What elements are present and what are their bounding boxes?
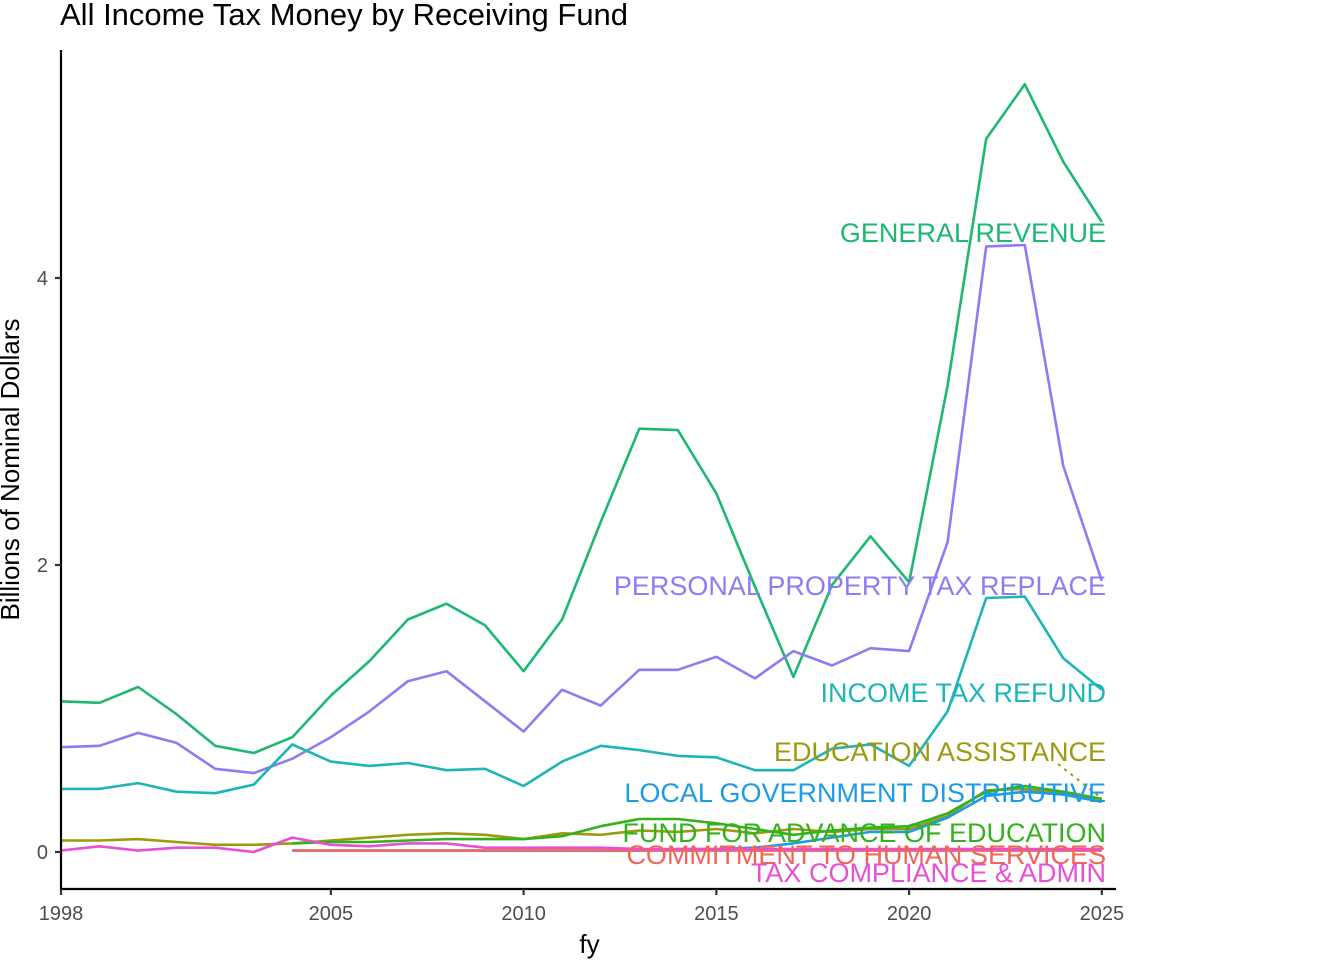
series-label-personal-property-tax-replace: PERSONAL PROPERTY TAX REPLACE <box>614 571 1106 601</box>
x-tick-label: 2015 <box>694 903 739 925</box>
series-labels-group: GENERAL REVENUE PERSONAL PROPERTY TAX REP… <box>614 218 1106 888</box>
series-label-commitment-to-human-services: COMMITMENT TO HUMAN SERVICES <box>626 840 1106 870</box>
series-line-income-tax-refund <box>61 595 1103 795</box>
x-tick-label: 2020 <box>887 903 932 925</box>
series-lines-group <box>60 83 1104 854</box>
series-label-income-tax-refund: INCOME TAX REFUND <box>820 678 1106 708</box>
y-tick-label: 0 <box>37 842 48 864</box>
y-axis-ticks: 0 2 4 <box>37 268 61 864</box>
series-label-general-revenue: GENERAL REVENUE <box>840 218 1106 248</box>
chart-title: All Income Tax Money by Receiving Fund <box>60 0 628 32</box>
series-line-personal-property-tax-replace <box>60 243 1104 775</box>
x-axis-title: fy <box>579 929 599 959</box>
x-tick-label: 2025 <box>1080 903 1125 925</box>
y-tick-label: 4 <box>37 268 48 290</box>
series-label-education-assistance: EDUCATION ASSISTANCE <box>774 737 1106 767</box>
series-line-general-revenue <box>60 83 1103 755</box>
label-leaders-group <box>1057 763 1101 798</box>
series-label-local-government-distributive: LOCAL GOVERNMENT DISTRIBUTIVE <box>624 778 1106 808</box>
y-axis-title: Billions of Nominal Dollars <box>0 319 25 621</box>
series-label-fund-for-advance-of-education: FUND FOR ADVANCE OF EDUCATION <box>622 818 1106 848</box>
series-line-fund-for-advance-of-education <box>292 784 1103 845</box>
series-line-tax-compliance-admin <box>60 836 1102 854</box>
x-tick-label: 2005 <box>309 903 354 925</box>
y-tick-label: 2 <box>37 555 48 577</box>
x-tick-label: 2010 <box>501 903 546 925</box>
series-line-education-assistance <box>61 787 1102 847</box>
x-axis-ticks: 1998 2005 2010 2015 2020 2025 <box>39 889 1124 925</box>
series-label-tax-compliance-admin: TAX COMPLIANCE & ADMIN <box>751 858 1106 888</box>
x-tick-label: 1998 <box>39 903 84 925</box>
label-leader-education-assistance <box>1057 763 1101 798</box>
